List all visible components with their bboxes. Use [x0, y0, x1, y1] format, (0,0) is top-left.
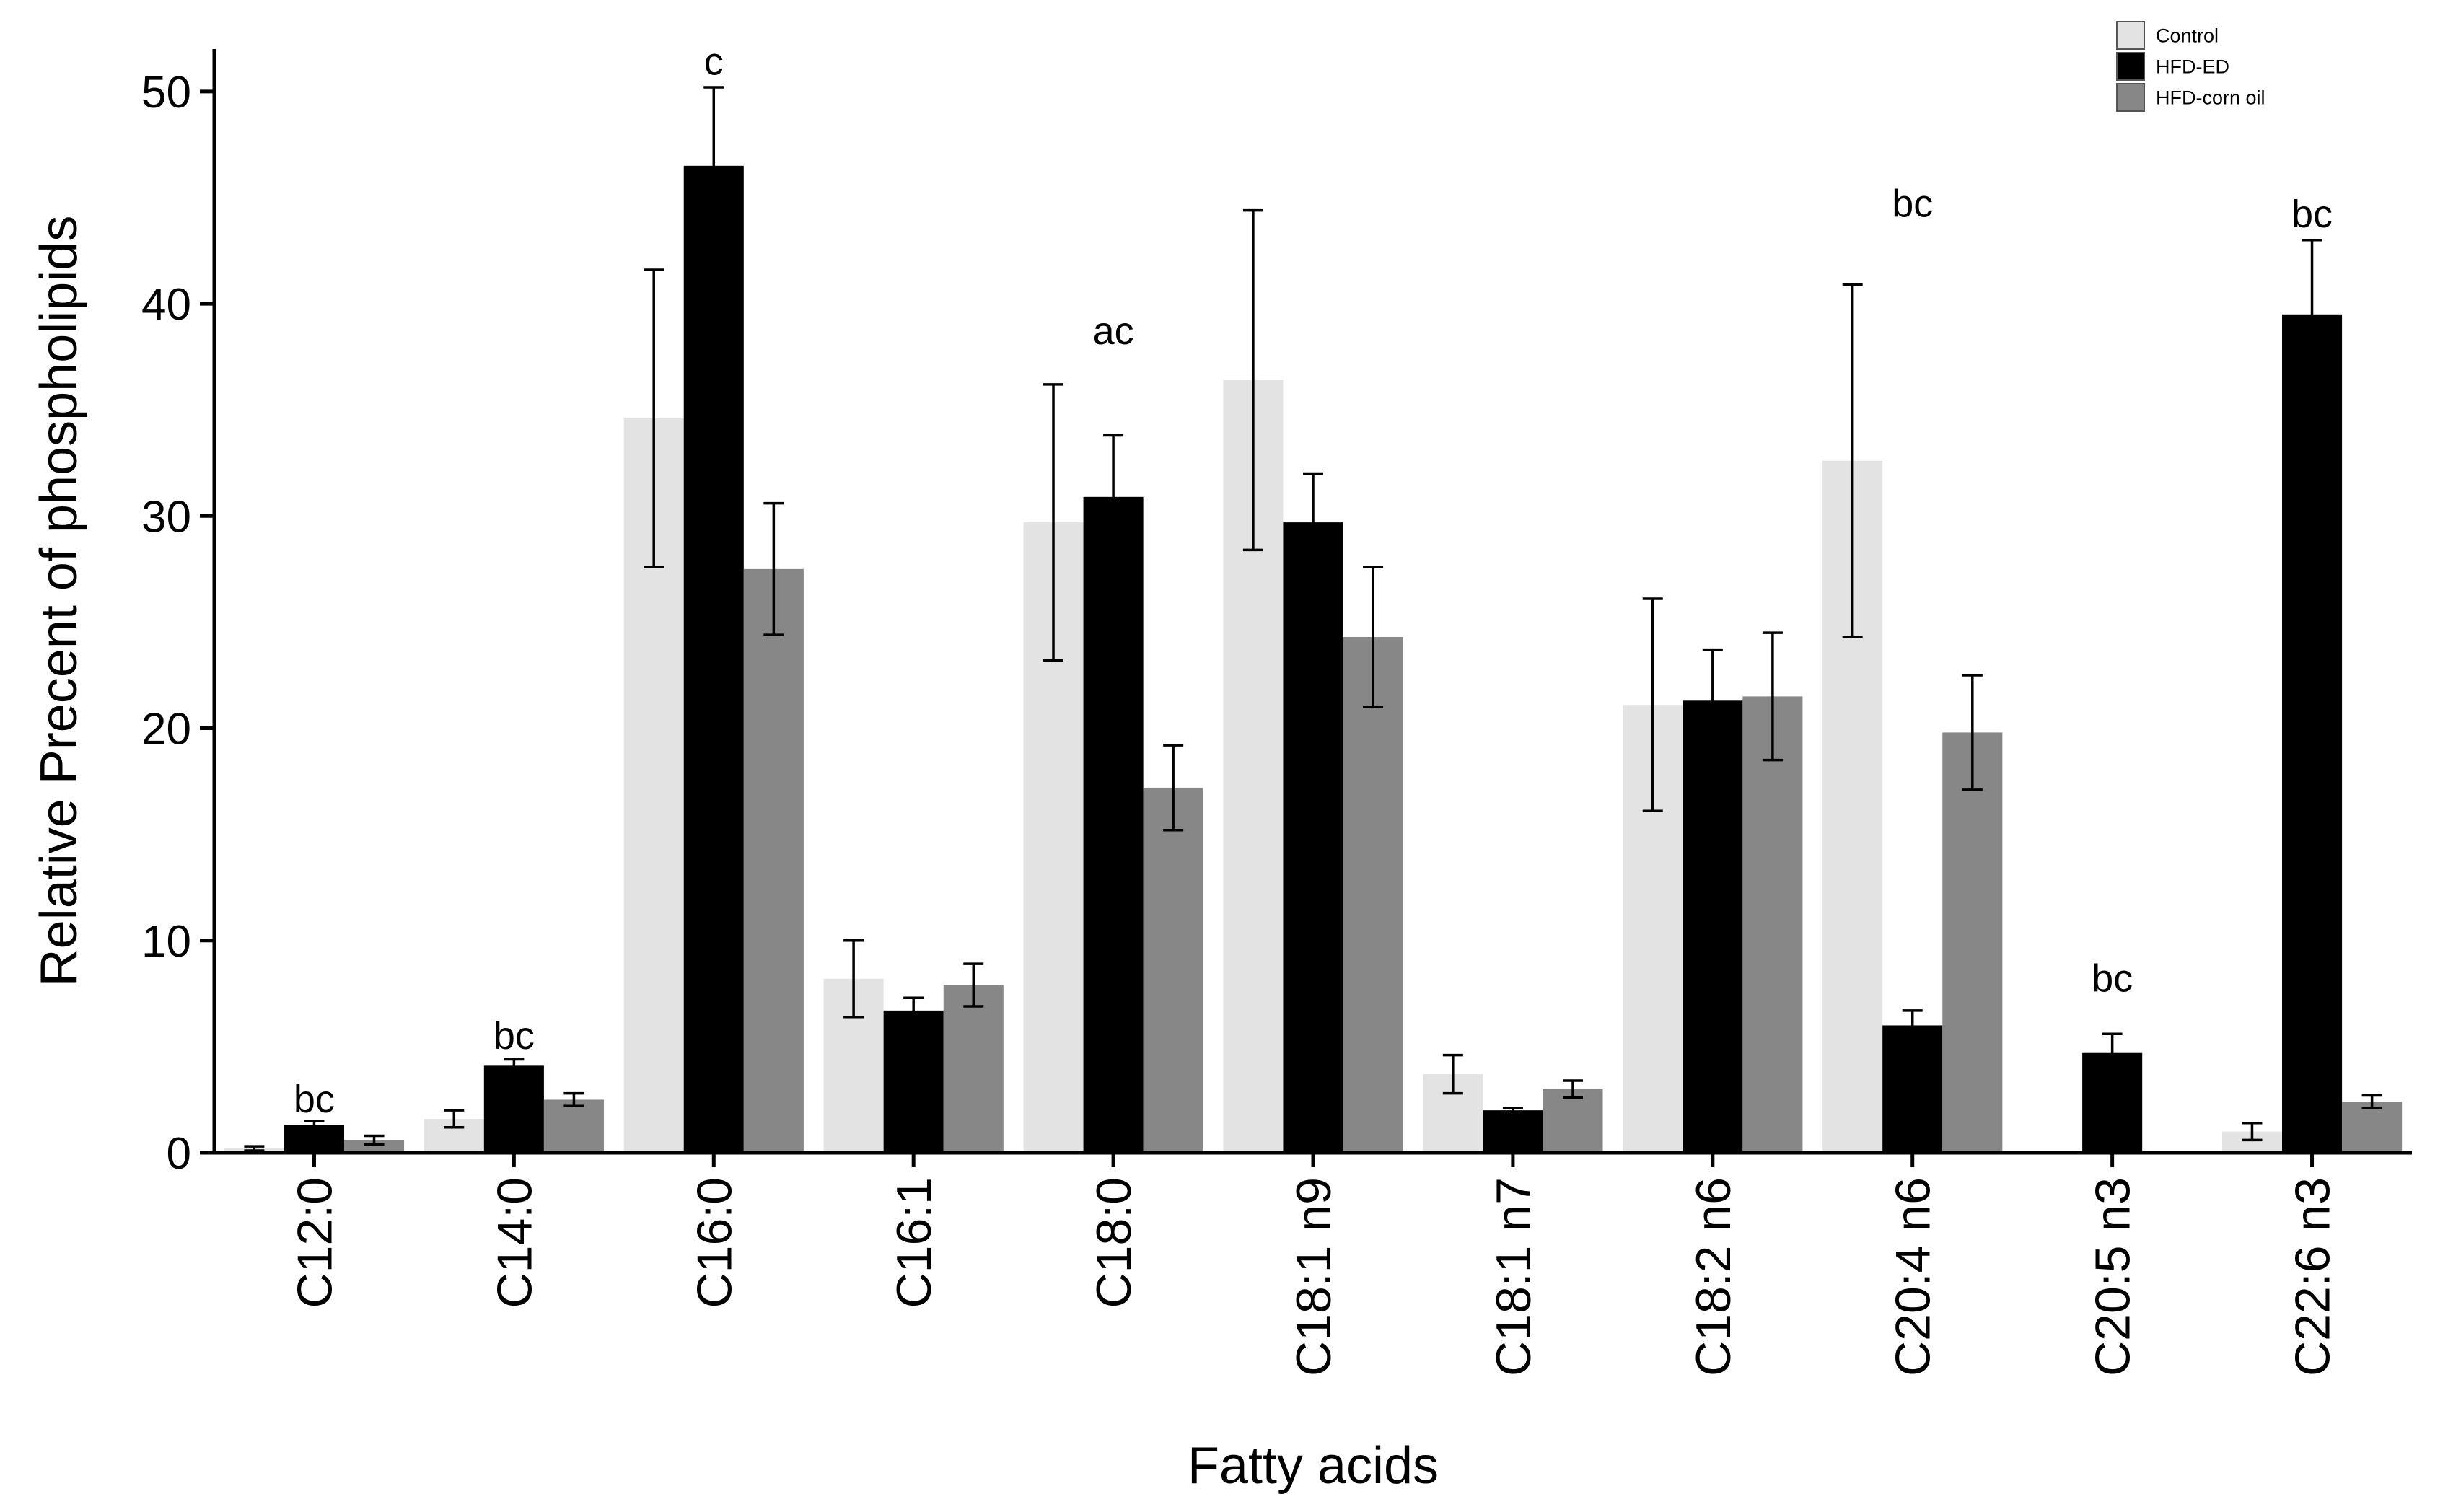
error-bar: [1303, 472, 1323, 573]
x-category-label: C14:0: [487, 1177, 542, 1308]
error-bar: [1562, 1079, 1583, 1099]
y-tick-label: 20: [141, 705, 191, 755]
significance-label: bc: [294, 1078, 335, 1121]
y-tick-label: 0: [167, 1129, 191, 1179]
error-bar: [1043, 383, 1064, 662]
error-bar: [2302, 239, 2322, 390]
error-bar: [504, 1058, 525, 1073]
error-bar: [1962, 674, 1983, 791]
bar-hfd-corn-oil-6: [1543, 1089, 1603, 1153]
legend-swatch-hfd-ed: [2116, 52, 2145, 81]
bar-hfd-corn-oil-0: [343, 1140, 405, 1153]
error-bar: [1103, 434, 1124, 560]
significance-label: c: [704, 40, 724, 83]
error-bar: [1762, 631, 1783, 762]
legend-swatch-hfd-corn-oil: [2116, 83, 2145, 112]
significance-annotations: bc bc c ac bc bc bc: [294, 40, 2333, 1121]
x-category-label: C18:2 n6: [1686, 1177, 1741, 1376]
error-bar: [1702, 648, 1723, 753]
x-category-label: C18:1 n7: [1486, 1177, 1541, 1376]
error-bar: [963, 962, 984, 1008]
x-category-label: C18:1 n9: [1286, 1177, 1341, 1376]
y-tick-label: 10: [141, 917, 191, 967]
error-bar: [1242, 208, 1263, 552]
bar-hfd-corn-oil-3: [943, 985, 1004, 1153]
error-bar: [843, 939, 864, 1019]
y-axis-title: Relative Precent of phospholipids: [30, 216, 88, 987]
significance-label: bc: [493, 1014, 535, 1058]
error-bar: [903, 996, 924, 1025]
x-category-label: C20:4 n6: [1886, 1177, 1941, 1376]
significance-label: bc: [2291, 193, 2333, 236]
bar-hfd-ed-10: [2282, 314, 2343, 1153]
bar-hfd-corn-oil-4: [1143, 787, 1203, 1153]
x-category-label: C22:6 n3: [2286, 1177, 2340, 1376]
x-category-label: C16:0: [687, 1177, 742, 1308]
error-bar: [703, 86, 724, 246]
x-category-label: C18:0: [1087, 1177, 1141, 1308]
significance-label: bc: [2092, 957, 2133, 1000]
error-bar: [1642, 597, 1663, 813]
bar-hfd-ed-4: [1083, 496, 1144, 1153]
legend-swatch-control: [2116, 21, 2145, 50]
error-bar: [444, 1109, 465, 1129]
bar-hfd-corn-oil-1: [543, 1099, 604, 1153]
legend-label: HFD-corn oil: [2156, 87, 2265, 109]
significance-label: bc: [1892, 182, 1933, 225]
bar-hfd-ed-5: [1283, 522, 1343, 1153]
error-bar: [1163, 744, 1184, 832]
error-bar: [2361, 1094, 2382, 1109]
bar-hfd-corn-oil-10: [2342, 1102, 2403, 1153]
error-bar: [2102, 1032, 2123, 1073]
error-bar: [244, 1145, 265, 1152]
legend-label: HFD-ED: [2156, 56, 2229, 78]
x-axis-title: Fatty acids: [1188, 1437, 1439, 1495]
error-bar: [1363, 566, 1384, 708]
bar-hfd-corn-oil-2: [743, 568, 804, 1153]
bar-hfd-ed-2: [683, 165, 744, 1153]
error-bar: [763, 501, 784, 636]
legend: Control HFD-ED HFD-corn oil: [2116, 21, 2265, 112]
significance-label: ac: [1093, 309, 1134, 353]
error-bar: [364, 1134, 385, 1146]
bar-hfd-ed-7: [1683, 700, 1743, 1153]
bars-layer: [224, 165, 2403, 1153]
error-bar: [304, 1120, 325, 1131]
error-bar: [1902, 1009, 1923, 1042]
error-bar: [2242, 1122, 2263, 1142]
y-tick-label: 40: [141, 280, 191, 330]
bar-hfd-corn-oil-7: [1742, 696, 1803, 1153]
bar-hfd-corn-oil-8: [1942, 732, 2003, 1153]
bar-hfd-ed-1: [483, 1065, 544, 1153]
x-category-label: C16:1: [887, 1177, 942, 1308]
error-bar: [644, 268, 664, 568]
error-bar: [1842, 283, 1863, 638]
y-ticks-layer: 0 10 20 30 40 50: [141, 68, 214, 1179]
error-bars-layer: [244, 86, 2382, 1152]
y-tick-label: 30: [141, 492, 191, 542]
bar-hfd-ed-8: [1882, 1025, 1943, 1153]
y-tick-label: 50: [141, 68, 191, 118]
error-bar: [563, 1091, 584, 1108]
bar-hfd-corn-oil-5: [1343, 637, 1403, 1153]
x-category-label: C12:0: [287, 1177, 342, 1308]
legend-label: Control: [2156, 25, 2219, 47]
bar-hfd-ed-6: [1483, 1110, 1543, 1153]
bar-hfd-ed-3: [883, 1010, 944, 1153]
error-bar: [1502, 1107, 1523, 1114]
x-category-labels: C12:0 C14:0 C16:0 C16:1 C18:0 C18:1 n9 C18:1 n…: [287, 1153, 2340, 1376]
error-bar: [1442, 1053, 1463, 1095]
x-category-label: C20:5 n3: [2086, 1177, 2141, 1376]
